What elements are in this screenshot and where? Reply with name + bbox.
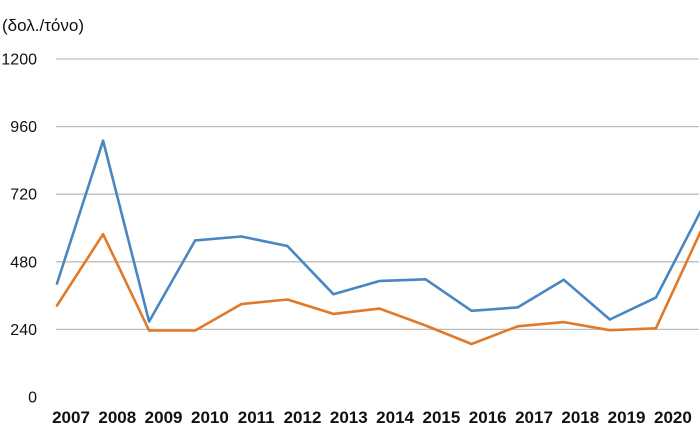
- data-point: [332, 292, 335, 296]
- grid: [56, 58, 699, 331]
- data-point: [516, 306, 519, 309]
- series-0: [55, 139, 700, 323]
- x-tick-label: 2020: [654, 408, 692, 427]
- y-tick-label: 720: [10, 187, 37, 204]
- data-point: [562, 320, 565, 324]
- y-tick-label: 0: [28, 390, 37, 407]
- data-point: [55, 304, 59, 307]
- x-axis-ticks: 2007 2008 2009 2010 2011 2012 2013 2014 2015 2016…: [52, 408, 692, 427]
- data-point: [516, 325, 519, 328]
- data-point: [332, 312, 335, 316]
- x-tick-label: 2019: [608, 408, 646, 427]
- data-point: [101, 232, 105, 236]
- x-tick-label: 2018: [561, 408, 599, 427]
- x-tick-label: 2017: [515, 408, 553, 427]
- y-axis-unit-label: (δολ./τόνο): [2, 16, 84, 35]
- series-1: [55, 229, 700, 346]
- y-tick-label: 240: [10, 322, 37, 339]
- x-tick-label: 2016: [469, 408, 507, 427]
- x-tick-label: 2009: [145, 408, 183, 427]
- x-tick-label: 2011: [238, 408, 275, 427]
- data-point: [101, 139, 105, 142]
- data-point: [424, 278, 427, 281]
- series-line-0: [55, 139, 700, 323]
- x-tick-label: 2015: [422, 408, 460, 427]
- data-point: [608, 329, 612, 332]
- data-point: [654, 296, 658, 299]
- data-point: [286, 298, 289, 301]
- data-point: [194, 329, 197, 332]
- x-tick-label: 2013: [330, 408, 368, 427]
- series-line-1: [55, 229, 700, 346]
- data-point: [147, 329, 151, 332]
- x-tick-label: 2010: [191, 408, 229, 427]
- data-point: [470, 342, 473, 346]
- series-lines: [55, 139, 700, 346]
- data-point: [286, 244, 289, 248]
- data-point: [378, 279, 381, 283]
- data-point: [55, 282, 59, 285]
- y-tick-label: 960: [10, 119, 37, 136]
- y-axis-ticks: 0 240 480 720 960 1200: [1, 52, 37, 407]
- y-tick-label: 1200: [1, 52, 37, 69]
- data-point: [654, 327, 658, 330]
- x-tick-label: 2007: [52, 408, 90, 427]
- data-point: [608, 318, 612, 321]
- data-point: [378, 307, 381, 310]
- data-point: [240, 235, 243, 238]
- data-point: [147, 320, 151, 323]
- x-tick-label: 2014: [376, 408, 414, 427]
- y-tick-label: 480: [10, 254, 37, 271]
- x-tick-label: 2012: [284, 408, 322, 427]
- x-tick-label: 2008: [98, 408, 136, 427]
- data-point: [240, 302, 243, 306]
- data-point: [194, 239, 197, 242]
- data-point: [424, 324, 427, 327]
- data-point: [470, 309, 473, 313]
- data-point: [562, 278, 565, 282]
